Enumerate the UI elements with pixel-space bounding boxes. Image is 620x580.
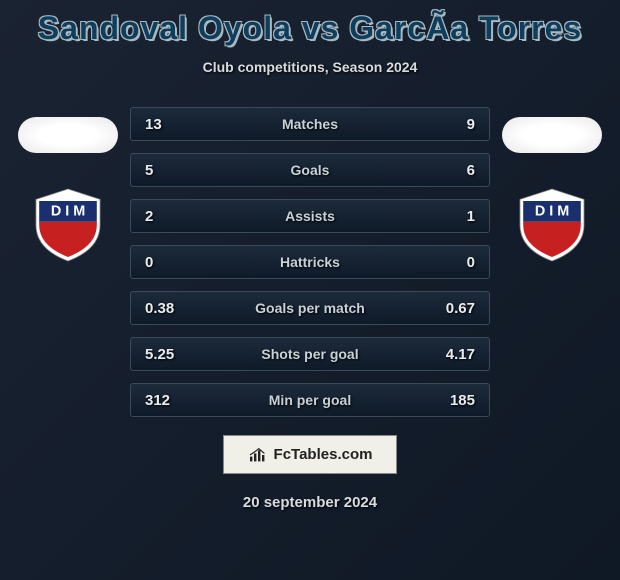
stat-label: Goals: [185, 162, 435, 178]
stat-left-value: 0: [145, 254, 185, 271]
stat-label: Assists: [185, 208, 435, 224]
stat-row-assists: 2 Assists 1: [130, 199, 490, 233]
club-badge-right: D I M: [512, 185, 592, 265]
shield-icon: D I M: [512, 185, 592, 265]
source-box[interactable]: FcTables.com: [223, 435, 398, 474]
stat-left-value: 5.25: [145, 346, 185, 363]
stat-left-value: 2: [145, 208, 185, 225]
stat-row-goals: 5 Goals 6: [130, 153, 490, 187]
stat-right-value: 185: [435, 392, 475, 409]
stat-right-value: 4.17: [435, 346, 475, 363]
stat-row-hattricks: 0 Hattricks 0: [130, 245, 490, 279]
stat-right-value: 9: [435, 116, 475, 133]
stat-right-value: 0: [435, 254, 475, 271]
stat-label: Goals per match: [185, 300, 435, 316]
stat-row-min-per-goal: 312 Min per goal 185: [130, 383, 490, 417]
chart-icon: [248, 447, 268, 463]
stat-label: Shots per goal: [185, 346, 435, 362]
stat-left-value: 0.38: [145, 300, 185, 317]
player-photo-right: [502, 117, 602, 153]
page-title: Sandoval Oyola vs GarcÃ­a Torres: [38, 10, 582, 47]
stat-row-matches: 13 Matches 9: [130, 107, 490, 141]
source-label: FcTables.com: [274, 446, 373, 463]
left-player-column: D I M: [18, 107, 118, 417]
stat-right-value: 0.67: [435, 300, 475, 317]
date-label: 20 september 2024: [243, 494, 377, 511]
right-player-column: D I M: [502, 107, 602, 417]
stat-label: Matches: [185, 116, 435, 132]
stat-left-value: 13: [145, 116, 185, 133]
stat-right-value: 1: [435, 208, 475, 225]
stats-column: 13 Matches 9 5 Goals 6 2 Assists 1 0 Hat…: [130, 107, 490, 417]
stat-label: Min per goal: [185, 392, 435, 408]
subtitle: Club competitions, Season 2024: [203, 59, 418, 75]
club-badge-left: D I M: [28, 185, 108, 265]
stat-left-value: 5: [145, 162, 185, 179]
comparison-container: Sandoval Oyola vs GarcÃ­a Torres Club co…: [0, 0, 620, 580]
shield-icon: D I M: [28, 185, 108, 265]
stat-row-shots-per-goal: 5.25 Shots per goal 4.17: [130, 337, 490, 371]
content-area: D I M 13 Matches 9 5 Goals 6 2 Assists 1…: [0, 107, 620, 417]
stat-right-value: 6: [435, 162, 475, 179]
stat-label: Hattricks: [185, 254, 435, 270]
stat-left-value: 312: [145, 392, 185, 409]
svg-text:D I M: D I M: [51, 203, 85, 219]
svg-text:D I M: D I M: [535, 203, 569, 219]
stat-row-goals-per-match: 0.38 Goals per match 0.67: [130, 291, 490, 325]
player-photo-left: [18, 117, 118, 153]
